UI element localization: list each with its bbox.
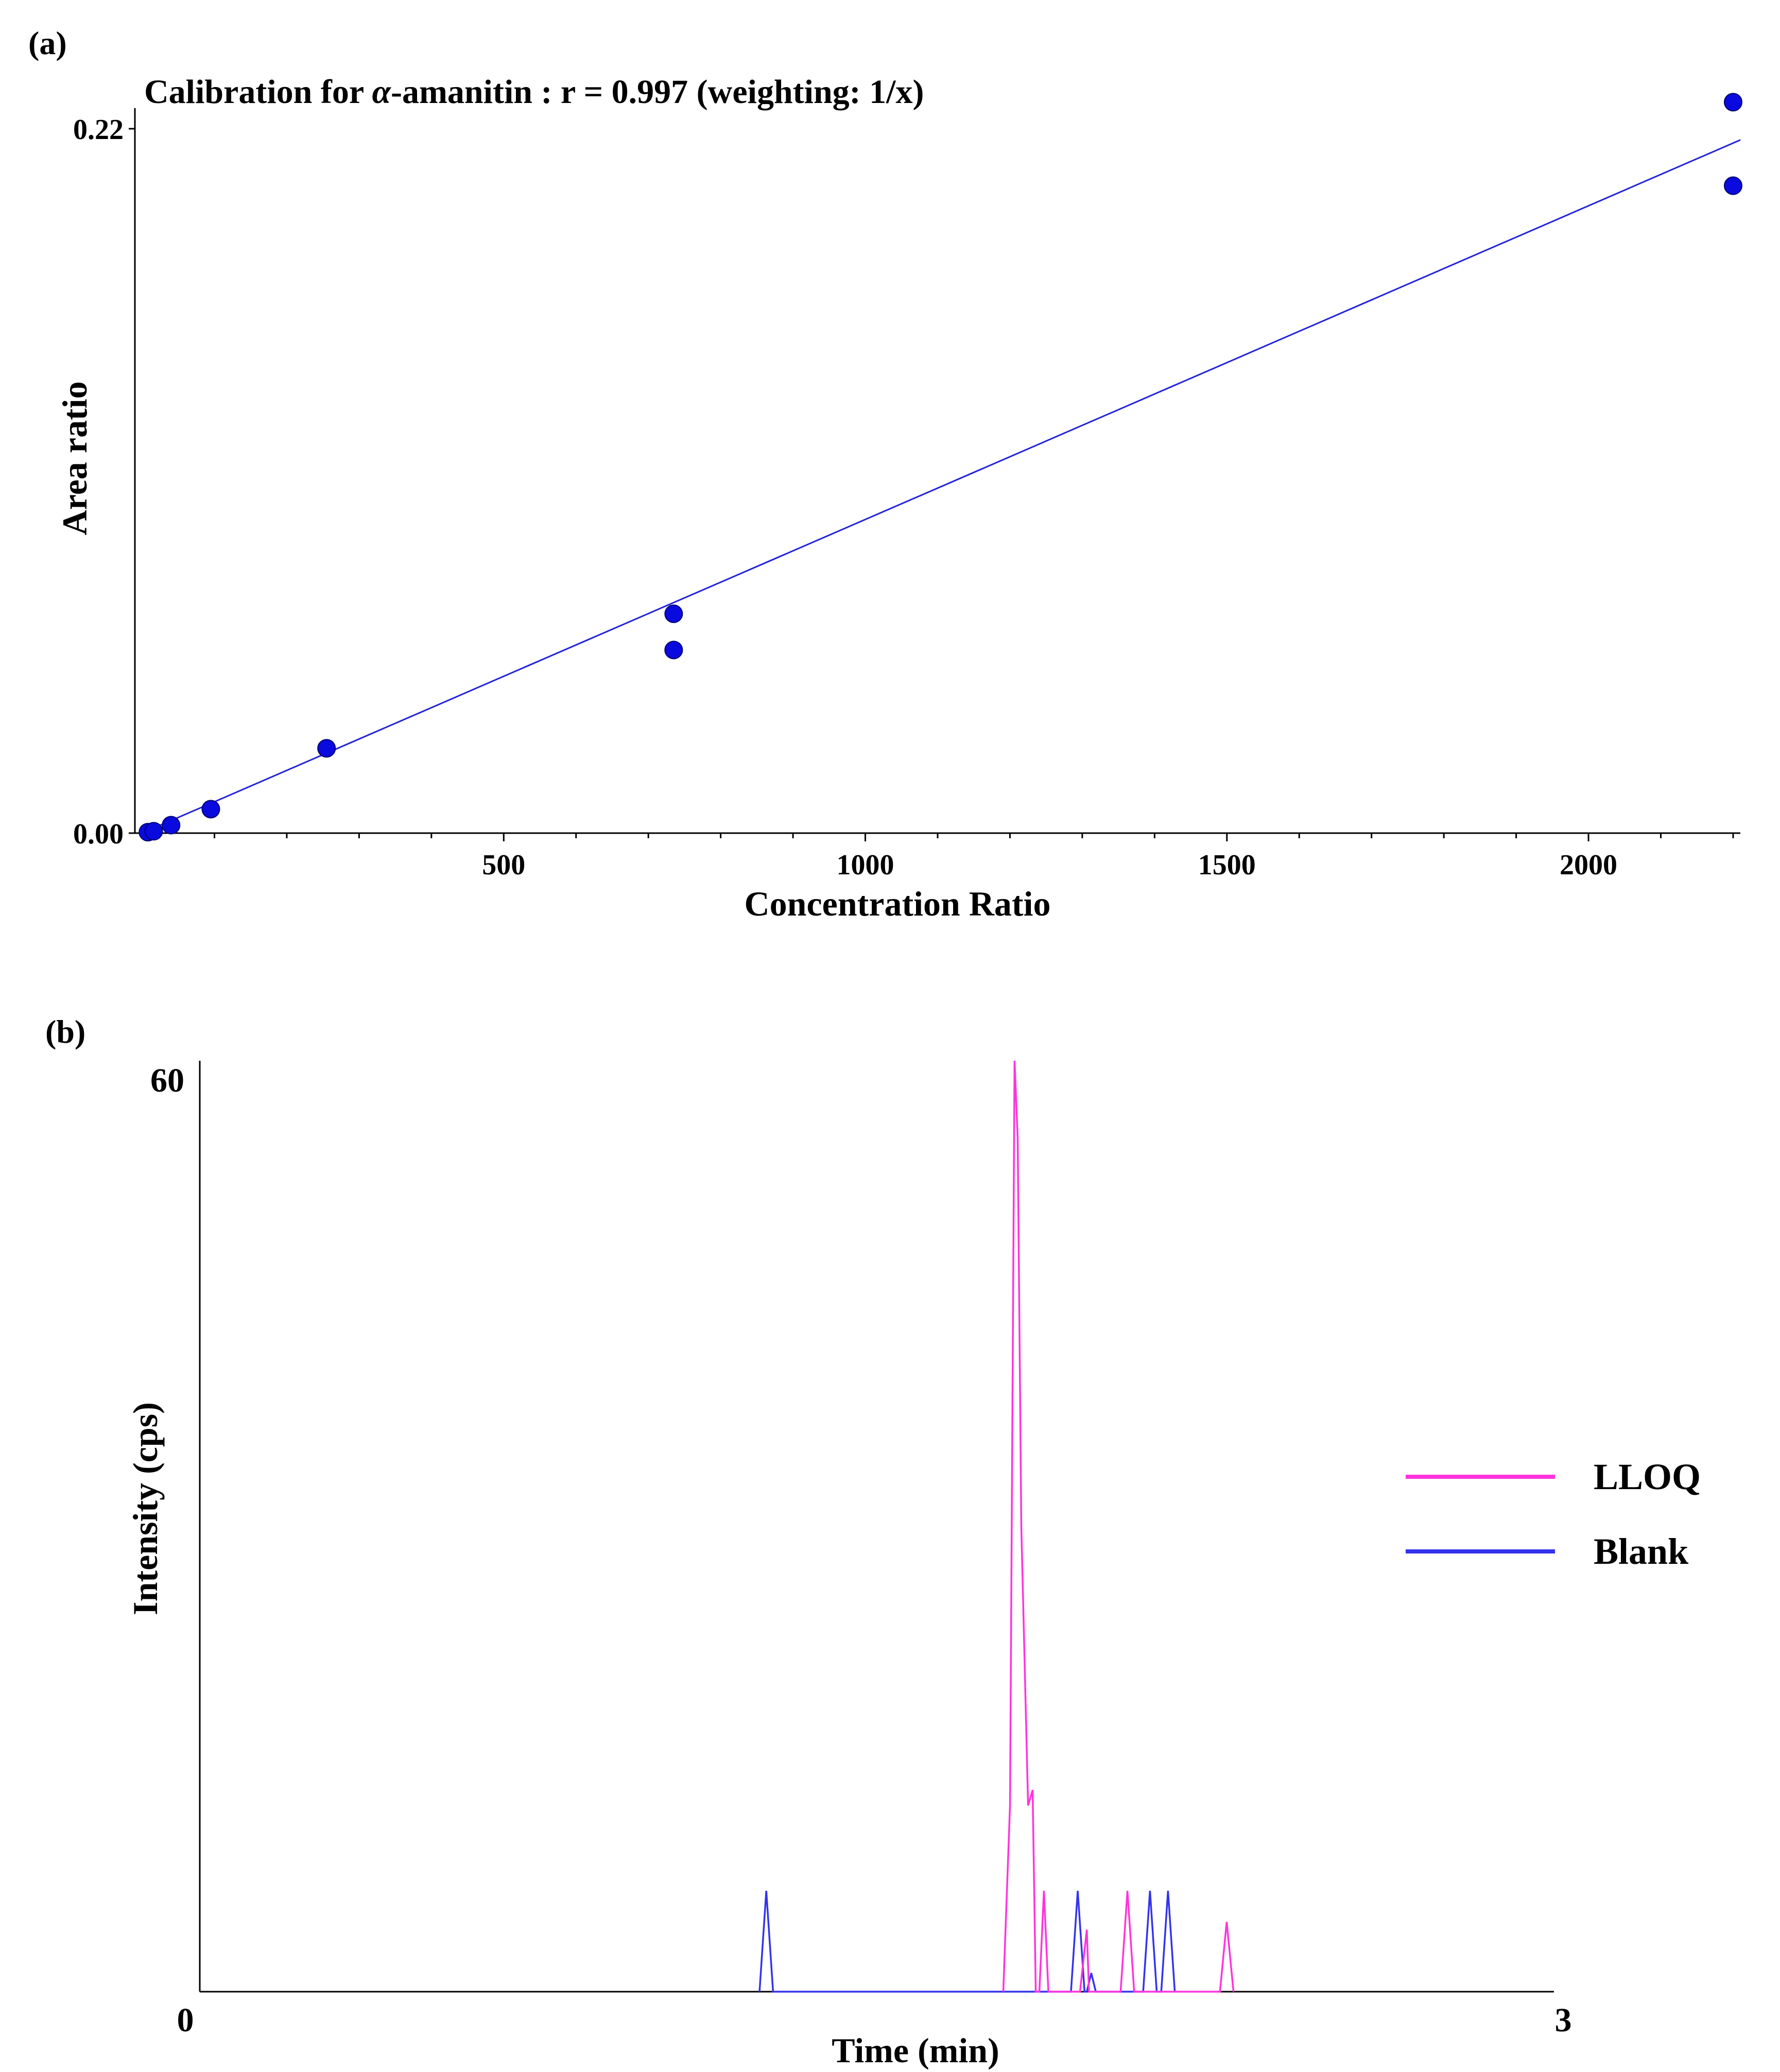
x-tick-label: 1000 — [837, 849, 894, 881]
panel-b-label: (b) — [45, 1013, 85, 1050]
chart-a-fit-layer — [142, 139, 1741, 834]
chromatogram-chart: (b) 0 3 60 LLOQ Blank Time (min) Intensity … — [45, 1013, 1701, 2070]
fit-line — [142, 139, 1741, 834]
data-point — [144, 822, 163, 841]
data-point — [317, 739, 336, 758]
data-point — [1723, 93, 1742, 112]
data-point — [162, 816, 181, 835]
panel-a-label: (a) — [28, 25, 67, 61]
legend-label-blank: Blank — [1594, 1531, 1688, 1572]
data-point — [664, 605, 683, 624]
data-point — [1723, 176, 1742, 195]
title-prefix: Calibration for — [144, 73, 372, 111]
legend-label-lloq: LLOQ — [1594, 1456, 1701, 1497]
y-tick-label: 0.00 — [73, 818, 124, 850]
x-tick-label: 500 — [482, 849, 525, 881]
chart-a-x-axis-label: Concentration Ratio — [745, 884, 1051, 923]
x-tick-label: 1500 — [1198, 849, 1256, 881]
series-line-lloq — [1002, 1060, 1235, 1993]
chart-a-title: Calibration for α-amanitin : r = 0.997 (… — [144, 73, 924, 111]
title-alpha: α — [372, 73, 391, 111]
chart-b-x-axis-label: Time (min) — [832, 2031, 999, 2070]
chart-b-lines-layer — [758, 1060, 1235, 1993]
chart-a-y-axis-label: Area ratio — [55, 382, 94, 536]
title-suffix: -amanitin : r = 0.997 (weighting: 1/x) — [391, 73, 924, 111]
x-tick-label: 0 — [177, 2001, 194, 2039]
chart-b-legend: LLOQ Blank — [1406, 1456, 1701, 1572]
chart-a-points-layer — [139, 93, 1742, 842]
chart-b-y-axis-label: Intensity (cps) — [126, 1402, 165, 1615]
data-point — [664, 641, 683, 660]
calibration-chart: (a) Calibration for α-amanitin : r = 0.9… — [28, 25, 1742, 923]
y-tick-label: 0.22 — [73, 114, 124, 146]
x-tick-label: 2000 — [1560, 849, 1617, 881]
chart-b-ticks: 0 3 60 — [150, 1062, 1572, 2039]
chart-a-ticks: 500 1000 1500 2000 0.00 0.22 — [73, 114, 1734, 881]
series-line-blank — [758, 1890, 1176, 1993]
x-tick-label: 3 — [1555, 2001, 1572, 2039]
y-tick-label: 60 — [150, 1062, 184, 1099]
data-point — [201, 800, 220, 819]
